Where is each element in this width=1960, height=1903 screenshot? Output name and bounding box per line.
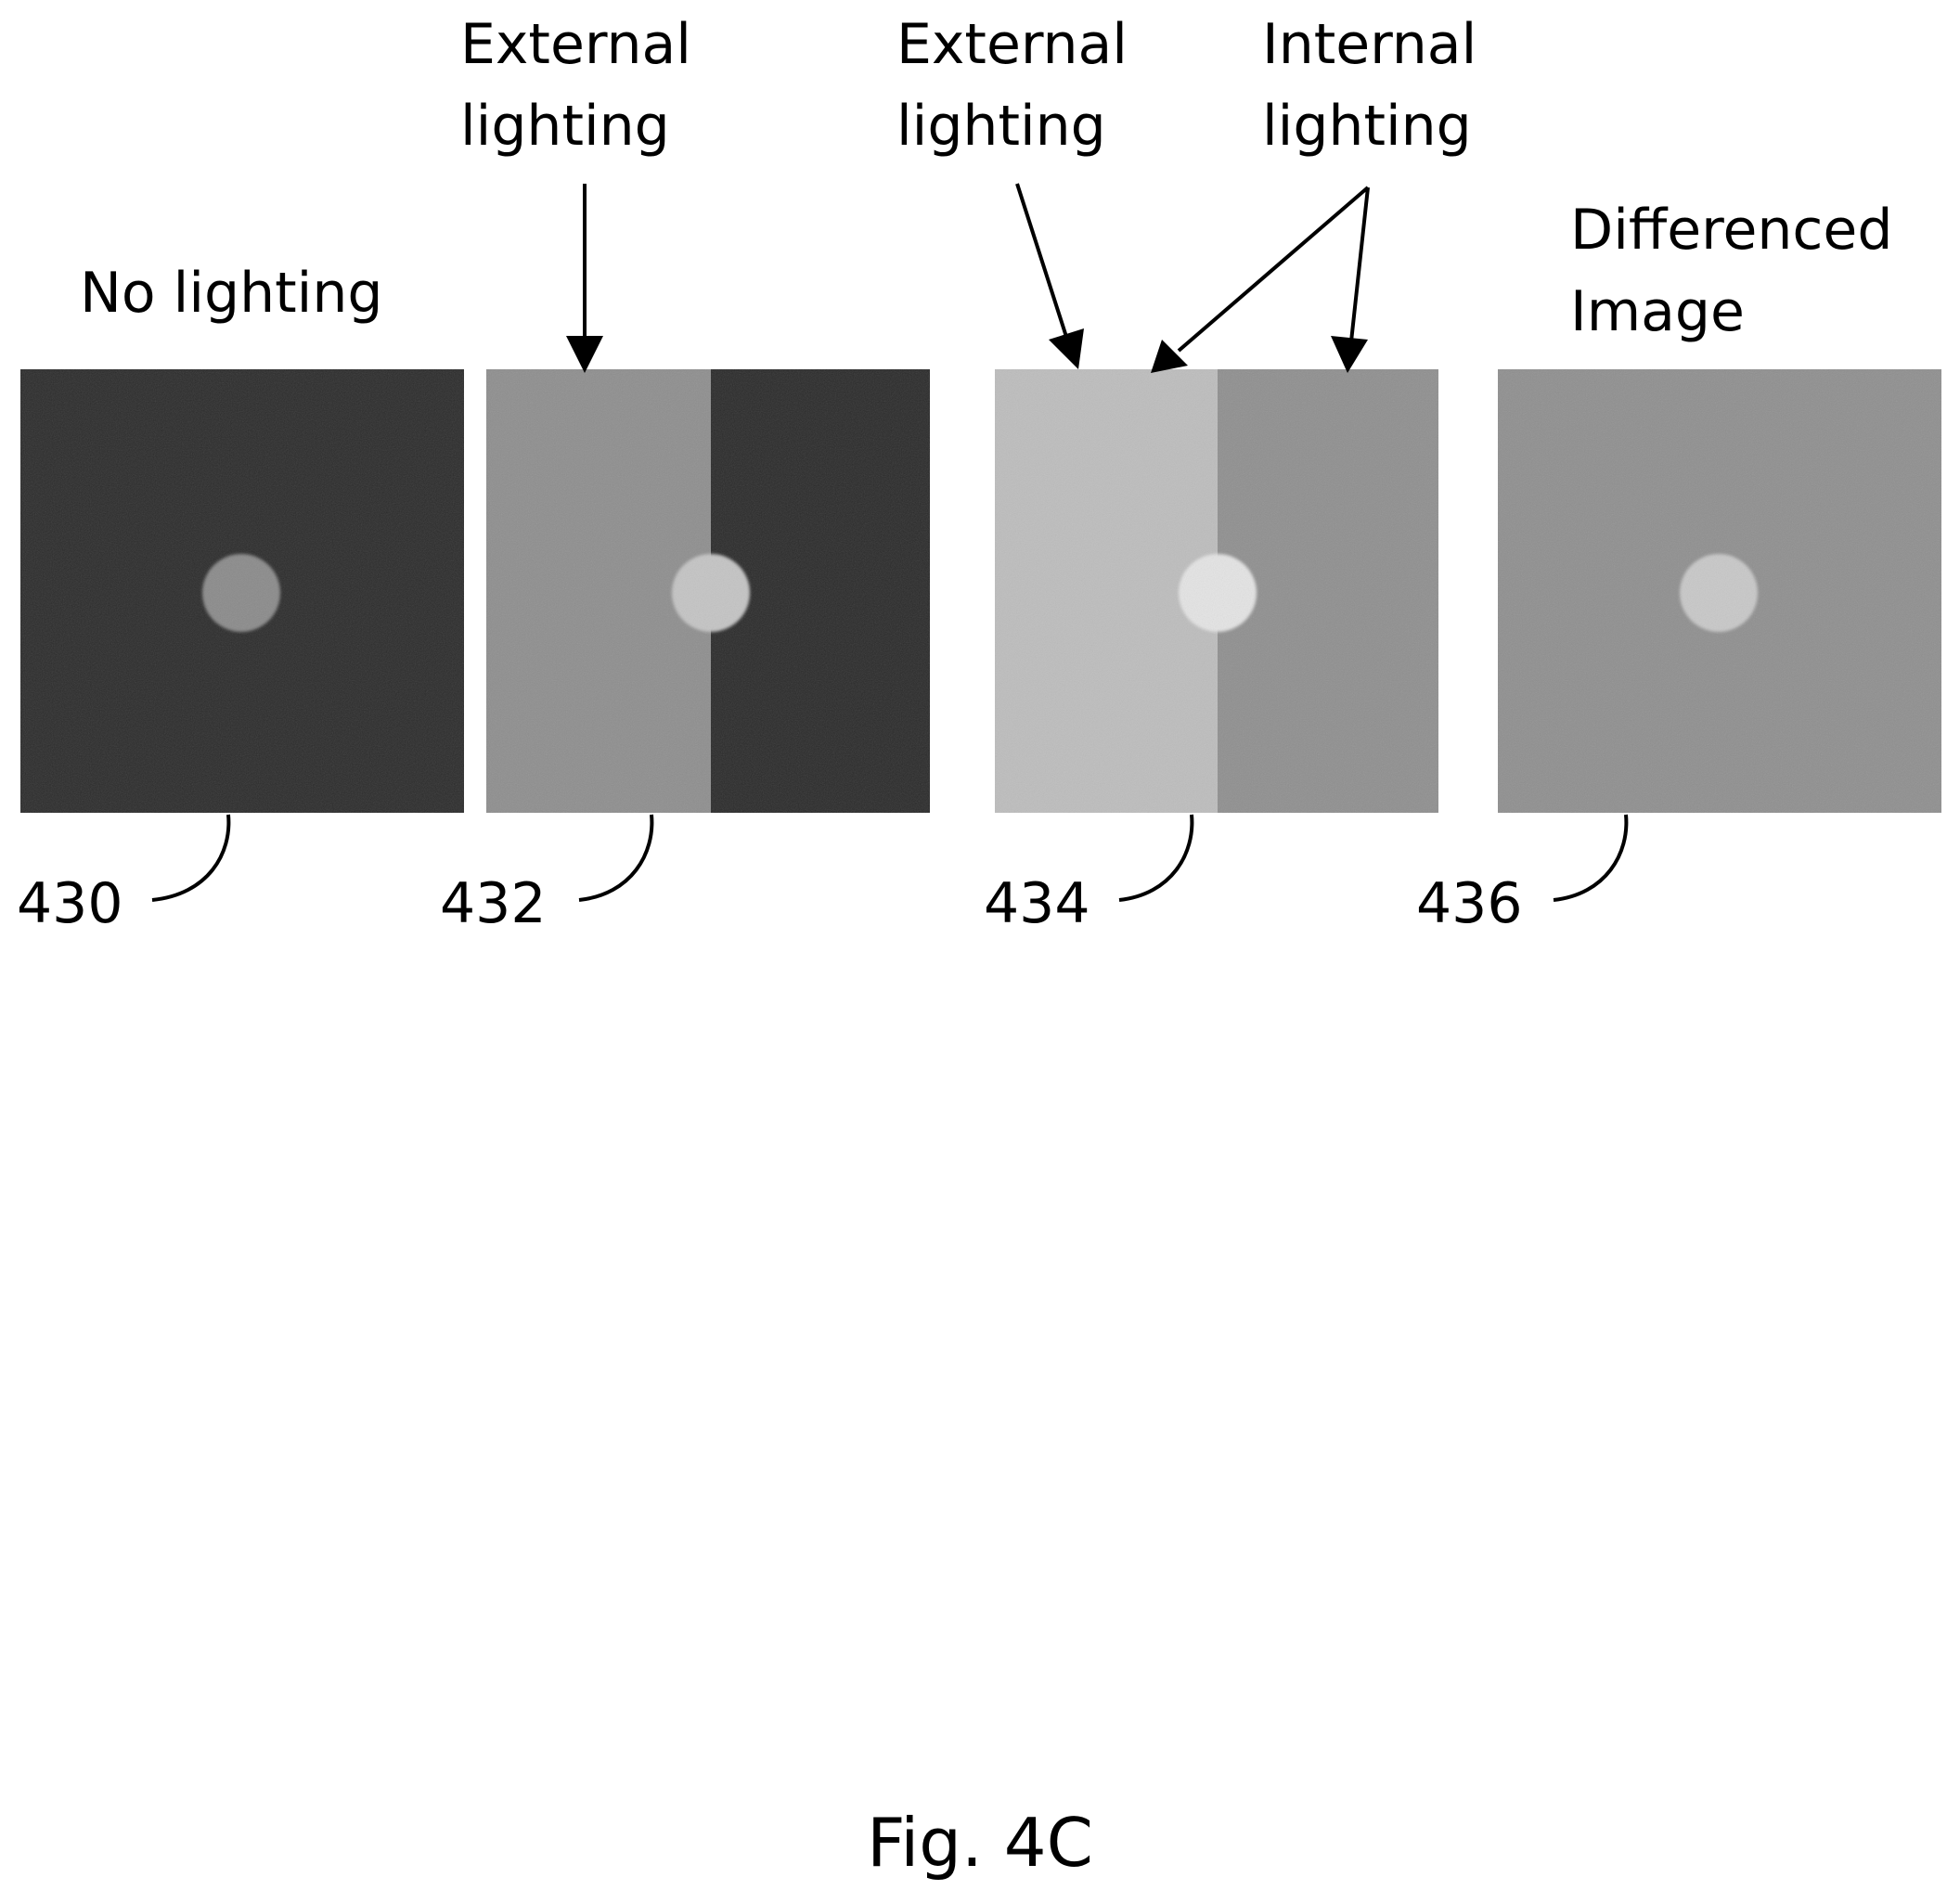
arrowhead-external-434 bbox=[1049, 328, 1084, 369]
figure-caption: Fig. 4C bbox=[0, 1809, 1960, 1876]
arrowhead-external-432 bbox=[566, 336, 603, 373]
arrowhead-internal-right bbox=[1331, 336, 1368, 373]
leader-432 bbox=[579, 815, 651, 900]
arrow-internal-left bbox=[1179, 187, 1368, 351]
leader-436 bbox=[1554, 815, 1626, 900]
leader-434 bbox=[1119, 815, 1192, 900]
ref-430: 430 bbox=[17, 876, 123, 932]
leader-430 bbox=[152, 815, 228, 900]
ref-432: 432 bbox=[440, 876, 547, 932]
arrow-internal-right bbox=[1351, 187, 1368, 341]
arrow-external-434 bbox=[1017, 184, 1067, 340]
arrowhead-internal-left bbox=[1151, 340, 1188, 373]
ref-434: 434 bbox=[984, 876, 1090, 932]
ref-436: 436 bbox=[1416, 876, 1523, 932]
